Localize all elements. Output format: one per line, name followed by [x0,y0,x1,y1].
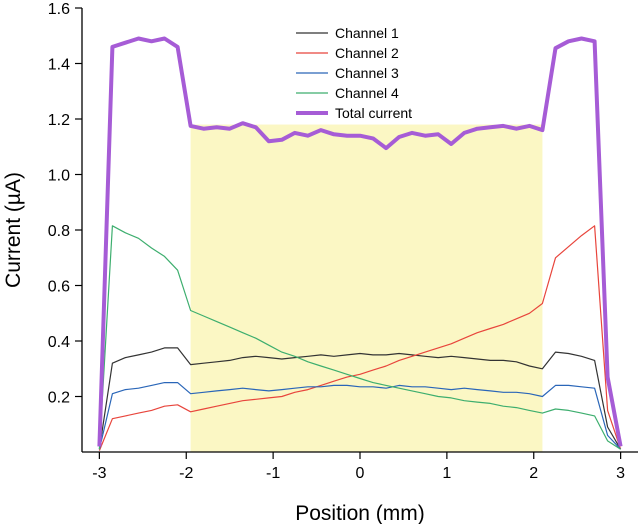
legend: Channel 1 Channel 2 Channel 3 Channel 4 Tota… [296,25,412,121]
x-tick-label: -3 [92,465,106,482]
series-line-channel-4 [98,225,621,450]
series-line-total-current [97,36,623,447]
highlight-region [190,124,543,453]
y-tick-label: 0.6 [48,279,70,296]
legend-label-channel-3: Channel 3 [335,65,399,81]
legend-label-channel-4: Channel 4 [335,85,399,101]
x-tick-label: 0 [356,465,365,482]
y-tick-label: 1.0 [48,168,70,185]
series-line-channel-3 [98,382,622,450]
legend-label-channel-2: Channel 2 [335,45,399,61]
y-tick-label: 0.4 [48,334,70,351]
y-tick-label: 1.4 [48,57,70,74]
x-tick-label: -1 [266,465,280,482]
y-tick-label: 0.8 [48,223,70,240]
x-axis-title: Position (mm) [295,502,425,524]
series-line-channel-1 [98,347,622,450]
series-layer [97,36,623,451]
series-line-channel-2 [98,225,622,451]
x-tick-label: 2 [529,465,538,482]
legend-label-channel-1: Channel 1 [335,25,399,41]
x-tick-label: 1 [442,465,451,482]
y-axis-title: Current (µA) [2,172,25,288]
y-tick-label: 1.2 [48,112,70,129]
tick-layer: -3 -2 -1 0 1 2 3 0.2 0.4 0.6 0.8 1.0 1.2 1.4 1.6 [48,1,625,482]
legend-label-total-current: Total current [335,105,412,121]
y-tick-label: 1.6 [48,1,70,18]
y-tick-label: 0.2 [48,390,70,407]
x-tick-label: -2 [179,465,193,482]
x-tick-label: 3 [616,465,625,482]
